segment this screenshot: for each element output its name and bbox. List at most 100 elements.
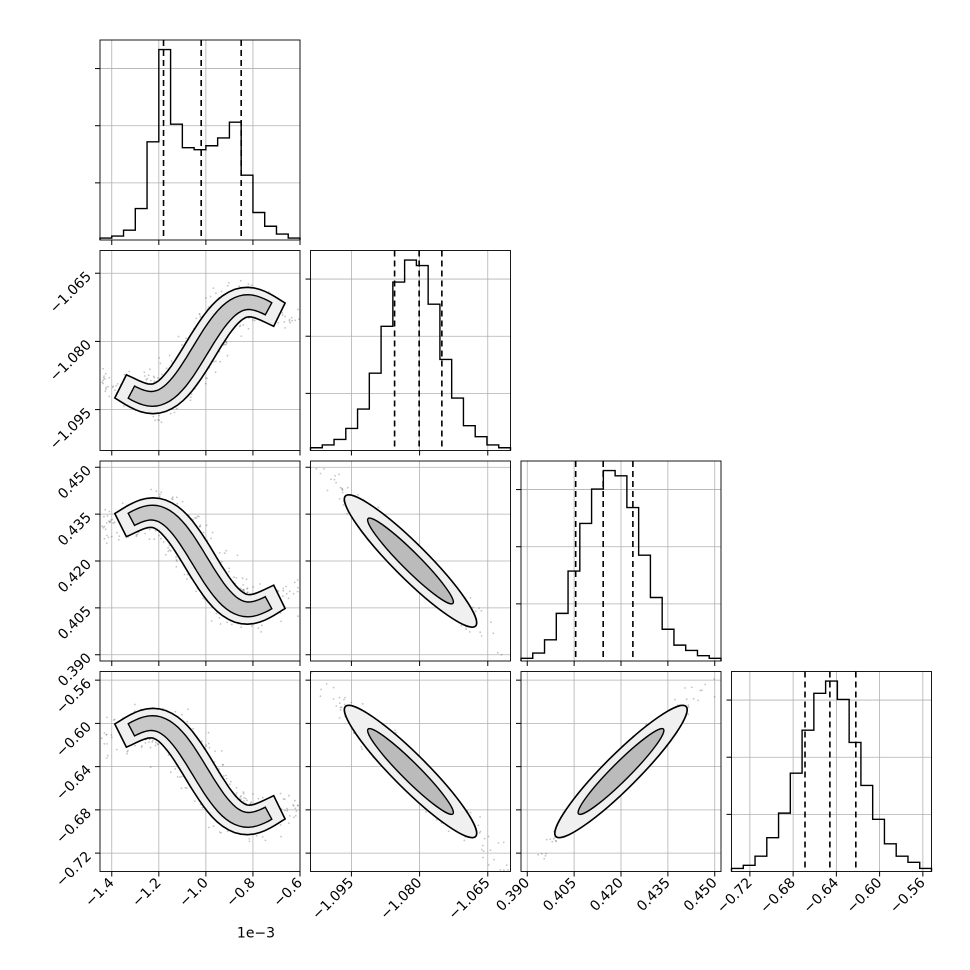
sample-point (128, 370, 131, 373)
sample-point (260, 624, 263, 627)
sample-point (551, 840, 554, 843)
sample-point (153, 380, 156, 383)
sample-point (235, 577, 238, 579)
sample-point (207, 731, 210, 734)
sample-point (178, 776, 181, 778)
sample-point (242, 589, 245, 591)
sample-point (279, 612, 282, 614)
sample-point (198, 313, 201, 316)
sample-point (297, 308, 299, 311)
sample-point (144, 742, 147, 744)
sample-point (292, 804, 294, 806)
sample-point (175, 556, 178, 558)
sample-point (225, 342, 228, 344)
sample-point (319, 695, 322, 698)
sample-point (108, 521, 111, 524)
sample-point (342, 504, 345, 506)
sample-point (357, 494, 359, 496)
sample-point (151, 739, 154, 742)
sample-point (225, 777, 228, 780)
sample-point (284, 809, 286, 812)
sample-point (247, 327, 250, 330)
sample-point (339, 486, 342, 489)
sample-point (247, 283, 250, 285)
sample-point (111, 386, 114, 389)
sample-point (425, 810, 427, 813)
sample-point (218, 552, 221, 554)
sample-point (507, 869, 509, 871)
sample-point (220, 832, 223, 834)
sample-point (238, 325, 241, 328)
sample-point (159, 362, 162, 365)
sample-point (220, 750, 223, 752)
sample-point (195, 317, 198, 320)
sample-point (298, 318, 300, 321)
sample-point (127, 749, 129, 752)
sample-point (674, 698, 676, 701)
sample-point (126, 750, 129, 753)
sample-point (296, 579, 299, 581)
sample-point (105, 733, 108, 736)
sample-point (117, 538, 120, 541)
sample-point (104, 378, 106, 380)
sample-point (361, 748, 363, 751)
sample-point (245, 578, 248, 581)
sample-point (284, 327, 286, 329)
sample-point (102, 367, 104, 370)
sample-point (282, 798, 285, 800)
sample-point (106, 743, 108, 745)
sample-point (222, 775, 225, 777)
sample-point (361, 702, 364, 705)
sample-point (310, 672, 313, 674)
sample-point (105, 733, 108, 736)
sample-point (180, 775, 183, 778)
sample-point (226, 621, 229, 624)
sample-point (108, 376, 111, 379)
sample-point (181, 500, 184, 503)
sample-point (297, 615, 299, 618)
sample-point (162, 541, 165, 543)
sample-point (259, 583, 261, 585)
sample-point (240, 626, 243, 629)
sample-point (201, 806, 204, 809)
sample-point (315, 467, 318, 470)
sample-point (113, 521, 116, 524)
sample-point (171, 498, 174, 501)
sample-point (325, 683, 328, 685)
sample-point (277, 590, 280, 593)
sample-point (252, 586, 255, 588)
sample-point (291, 319, 294, 322)
sample-point (106, 515, 109, 517)
sample-point (290, 316, 293, 319)
sample-point (102, 379, 105, 382)
sample-point (288, 815, 291, 817)
sample-point (189, 399, 192, 402)
sample-point (175, 496, 178, 499)
sample-point (176, 776, 179, 778)
sample-point (196, 515, 199, 518)
sample-point (140, 746, 143, 749)
sample-point (684, 687, 686, 689)
sample-point (261, 836, 264, 838)
sample-point (156, 742, 159, 745)
sample-point (152, 415, 155, 418)
sample-point (480, 848, 483, 851)
sample-point (205, 745, 207, 748)
sample-point (107, 536, 110, 539)
sample-point (108, 510, 111, 513)
sample-point (499, 869, 502, 871)
sample-point (264, 839, 267, 842)
sample-point (195, 590, 198, 593)
sample-point (225, 343, 227, 346)
sample-point (215, 360, 217, 363)
sample-point (103, 732, 106, 734)
sample-point (159, 493, 161, 496)
sample-point (294, 807, 297, 810)
sample-point (149, 746, 152, 749)
sample-point (244, 797, 247, 800)
sample-point (195, 517, 198, 519)
sample-point (283, 798, 286, 800)
sample-point (334, 475, 336, 477)
sample-point (167, 547, 170, 549)
